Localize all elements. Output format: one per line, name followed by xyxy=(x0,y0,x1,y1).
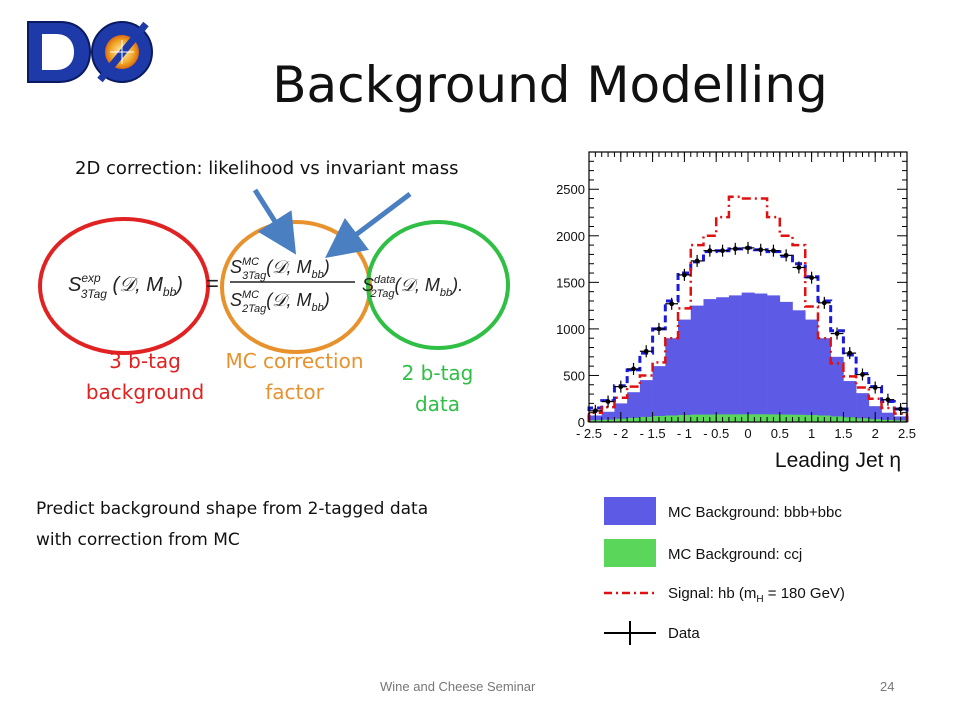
data-point xyxy=(656,326,662,332)
data-point xyxy=(592,408,598,414)
bar-bbb xyxy=(830,356,844,422)
bar-bbb xyxy=(639,380,653,422)
x-axis-label: Leading Jet η xyxy=(775,449,901,472)
bar-bbb xyxy=(678,319,692,422)
data-point xyxy=(872,385,878,390)
data-point xyxy=(834,331,840,336)
chart-legend: MC Background: bbb+bbc MC Background: cc… xyxy=(604,497,845,645)
bar-bbb xyxy=(754,293,768,422)
line-signal xyxy=(587,195,909,422)
y-tick-label: 1500 xyxy=(556,275,585,290)
bar-bbb xyxy=(690,305,704,422)
data-point xyxy=(860,372,865,377)
data-point xyxy=(643,348,649,354)
bar-bbb xyxy=(792,310,806,422)
bar-bbb xyxy=(856,393,870,422)
data-point xyxy=(605,399,611,404)
arrow-left xyxy=(252,188,297,255)
bar-bbb xyxy=(843,381,857,422)
data-point xyxy=(682,272,687,278)
y-tick-label: 2500 xyxy=(556,182,585,197)
data-point xyxy=(745,245,751,251)
bar-bbb xyxy=(627,392,641,422)
x-tick-label: - 2.5 xyxy=(576,426,602,441)
legend-swatch-ccj xyxy=(604,539,656,567)
two-btag-circle xyxy=(366,220,510,350)
bar-bbb xyxy=(716,297,730,422)
legend-swatch-data xyxy=(604,621,656,645)
data-point xyxy=(707,248,713,254)
bar-bbb xyxy=(741,292,755,422)
two-btag-label: 2 b-tag data xyxy=(401,361,474,416)
data-point xyxy=(732,246,738,252)
bar-bbb xyxy=(652,366,666,422)
legend-label-data: Data xyxy=(668,625,700,642)
legend-label-signal: Signal: hb (mH = 180 GeV) xyxy=(668,585,845,605)
x-tick-label: 0 xyxy=(744,426,751,441)
arrow-right xyxy=(325,192,412,259)
data-point xyxy=(796,265,802,270)
slide-title: Background Modelling xyxy=(272,56,828,114)
eta-histogram: 0 500 1000 1500 2000 2500 - 2.5 - 2 - 1.5 - 1 - 0.… xyxy=(556,151,916,472)
x-tick-label: 1 xyxy=(808,426,815,441)
three-btag-circle xyxy=(38,217,210,355)
legend-label-bbb: MC Background: bbb+bbc xyxy=(668,504,842,521)
equation-rhs: Sdata 2Tag(𝒟, Mbb). xyxy=(362,274,463,300)
legend-swatch-bbb xyxy=(604,497,656,525)
x-tick-label: 2.5 xyxy=(898,426,916,441)
equation-denominator: SMC 2Tag(𝒟, Mbb) xyxy=(230,289,330,315)
x-tick-label: - 1 xyxy=(677,426,692,441)
data-point xyxy=(783,252,789,258)
x-tick-label: - 0.5 xyxy=(703,426,729,441)
three-btag-label: 3 b-tag background xyxy=(85,349,205,404)
y-tick-label: 0 xyxy=(578,415,585,430)
x-tick-label: - 1.5 xyxy=(640,426,666,441)
x-tick-label: - 2 xyxy=(613,426,628,441)
bar-bbb xyxy=(601,411,615,422)
mc-correction-label: MC correction factor xyxy=(225,349,364,404)
bar-bbb xyxy=(767,295,781,422)
equation-numerator: SMC 3Tag(𝒟, Mbb) xyxy=(230,256,330,282)
data-point xyxy=(885,397,891,403)
data-point xyxy=(809,275,814,281)
bar-bbb xyxy=(703,299,717,422)
y-tick-label: 1000 xyxy=(556,322,585,337)
data-point xyxy=(618,384,624,390)
dzero-logo xyxy=(20,10,160,92)
bar-bbb xyxy=(805,319,819,422)
correction-note: 2D correction: likelihood vs invariant m… xyxy=(75,158,459,179)
x-tick-label: 2 xyxy=(872,426,879,441)
page-number: 24 xyxy=(880,679,895,694)
bar-bbb xyxy=(728,295,742,422)
bar-bbb xyxy=(665,338,679,422)
y-tick-label: 2000 xyxy=(556,229,585,244)
data-point xyxy=(847,350,853,356)
svg-text:=: = xyxy=(206,271,219,296)
bar-bbb xyxy=(817,338,831,422)
data-point xyxy=(631,366,636,372)
x-tick-label: 1.5 xyxy=(834,426,852,441)
legend-label-ccj: MC Background: ccj xyxy=(668,546,802,563)
data-point xyxy=(669,301,675,307)
y-tick-label: 500 xyxy=(563,368,585,383)
bar-bbb xyxy=(779,301,793,422)
footer: Wine and Cheese Seminar xyxy=(380,679,536,694)
data-point xyxy=(821,300,827,306)
equation-lhs: Sexp 3Tag (𝒟, Mbb) xyxy=(68,271,183,301)
data-point xyxy=(758,247,764,253)
predict-text: Predict background shape from 2-tagged d… xyxy=(36,499,429,550)
data-point xyxy=(771,248,776,254)
data-point xyxy=(720,248,725,254)
data-point xyxy=(694,258,700,264)
data-point xyxy=(898,406,904,412)
x-tick-label: 0.5 xyxy=(771,426,789,441)
equation-diagram: Sexp 3Tag (𝒟, Mbb) = SMC 3Tag(𝒟, Mbb) SMC 2… xyxy=(38,188,510,355)
